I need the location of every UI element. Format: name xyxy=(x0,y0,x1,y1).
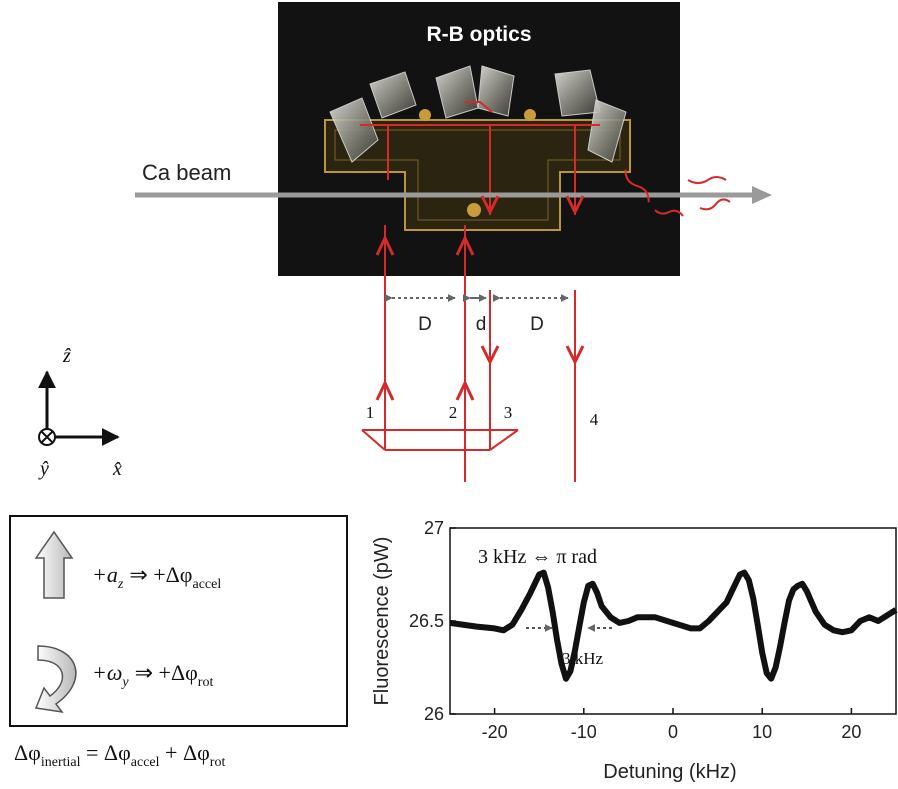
prism-center-right xyxy=(477,65,515,117)
prism-left-outer xyxy=(329,97,379,163)
fluorescence-chart: -20 -10 0 10 20 26 26.5 27 Detuning (kHz) Fluo… xyxy=(371,518,898,783)
x-tick-label: -20 xyxy=(482,722,508,742)
eq-plus: + Δφ xyxy=(160,740,210,765)
beam-2-up-arrow xyxy=(455,234,475,256)
ca-beam-arrowhead xyxy=(752,186,772,204)
accel-lhs: +a xyxy=(92,562,118,587)
rot-legend-entry: +ωy ⇒ +Δφrot xyxy=(92,660,213,690)
beam-3-down-arrow-lower xyxy=(480,345,500,366)
phase-legend: +az ⇒ +Δφaccel +ωy ⇒ +Δφrot Δφinertial = Δ… xyxy=(9,515,348,770)
fluorescence-squiggle xyxy=(687,176,727,184)
y-axis-label: ŷ xyxy=(38,458,49,480)
ca-beam-label: Ca beam xyxy=(142,160,231,185)
spacing-label-left: D xyxy=(418,314,432,335)
mount-plate xyxy=(324,119,631,231)
y-tick-label: 27 xyxy=(424,518,444,538)
beam-4-down-arrow-lower xyxy=(565,345,585,366)
annotation-width: 3 kHz xyxy=(562,649,604,668)
beam-1-up-arrow xyxy=(375,234,395,256)
rot-lhs: +ω xyxy=(92,660,122,685)
beam-number-3: 3 xyxy=(504,403,513,422)
y-tick-label: 26 xyxy=(424,704,444,724)
y-axis-title: Fluorescence (pW) xyxy=(371,537,393,706)
accel-rhs-sub: accel xyxy=(193,577,222,592)
fluorescence-squiggle xyxy=(624,169,650,203)
rot-rhs: ⇒ +Δφ xyxy=(135,660,198,685)
mount-screw xyxy=(419,109,431,121)
mount-plate-inner-edge xyxy=(334,129,621,221)
fluorescence-squiggle xyxy=(699,198,731,211)
inertial-phase-equation: Δφinertial = Δφaccel + Δφrot xyxy=(14,740,225,770)
x-axis-title: Detuning (kHz) xyxy=(603,761,736,783)
prism-right-outer xyxy=(587,99,627,163)
rot-rhs-sub: rot xyxy=(198,675,214,690)
x-tick-label: -10 xyxy=(571,722,597,742)
accel-legend-entry: +az ⇒ +Δφaccel xyxy=(92,562,221,592)
ca-beam: Ca beam xyxy=(135,160,772,217)
spacing-label-right: D xyxy=(530,314,544,335)
accel-sub: z xyxy=(117,577,124,592)
eq-mid-sub: accel xyxy=(131,755,160,770)
rot-sub: y xyxy=(120,675,129,690)
beam-number-4: 4 xyxy=(590,410,599,429)
retro-prism xyxy=(361,429,519,451)
spacing-label-middle: d xyxy=(476,314,487,335)
prism-left-top xyxy=(369,71,417,119)
coordinate-axes: ẑ ŷ x̂ xyxy=(38,345,122,480)
beam-number-2: 2 xyxy=(449,403,458,422)
eq-eq: = Δφ xyxy=(81,740,131,765)
x-tick-label: 20 xyxy=(841,722,861,742)
eq-lhs: Δφ xyxy=(14,740,41,765)
photo-beam-top-path xyxy=(360,101,600,180)
y-axis-cross xyxy=(40,430,54,444)
accel-rhs: ⇒ +Δφ xyxy=(129,562,192,587)
laser-beams: D d D 1 2 3 4 xyxy=(361,195,599,482)
fluorescence-trace xyxy=(449,569,898,682)
fluorescence-squiggle xyxy=(654,209,684,217)
beam-2-up-arrow-lower xyxy=(455,379,475,401)
y-ticks: 26 26.5 27 xyxy=(409,518,456,724)
mount-screw xyxy=(524,109,536,121)
x-ticks: -20 -10 0 10 20 xyxy=(482,708,861,742)
mount-screw xyxy=(467,203,481,217)
x-tick-label: 0 xyxy=(668,722,678,742)
annotation-scale: 3 kHz ⇔ π rad xyxy=(478,546,597,568)
x-tick-label: 10 xyxy=(752,722,772,742)
rb-optics-photo: R-B optics xyxy=(278,2,680,276)
y-tick-label: 26.5 xyxy=(409,611,444,631)
beam-1-up-arrow-lower xyxy=(375,379,395,401)
beam-3-down-arrow xyxy=(480,195,500,216)
eq-rhs-sub: rot xyxy=(210,755,226,770)
photo-title: R-B optics xyxy=(427,23,532,46)
acceleration-arrow-icon xyxy=(34,530,74,599)
beam-4-down-arrow xyxy=(565,195,585,216)
beam-number-1: 1 xyxy=(366,403,375,422)
eq-lhs-sub: inertial xyxy=(41,755,81,770)
x-axis-label: x̂ xyxy=(112,458,122,480)
rotation-arrow-icon xyxy=(34,645,77,714)
z-axis-label: ẑ xyxy=(62,345,71,367)
